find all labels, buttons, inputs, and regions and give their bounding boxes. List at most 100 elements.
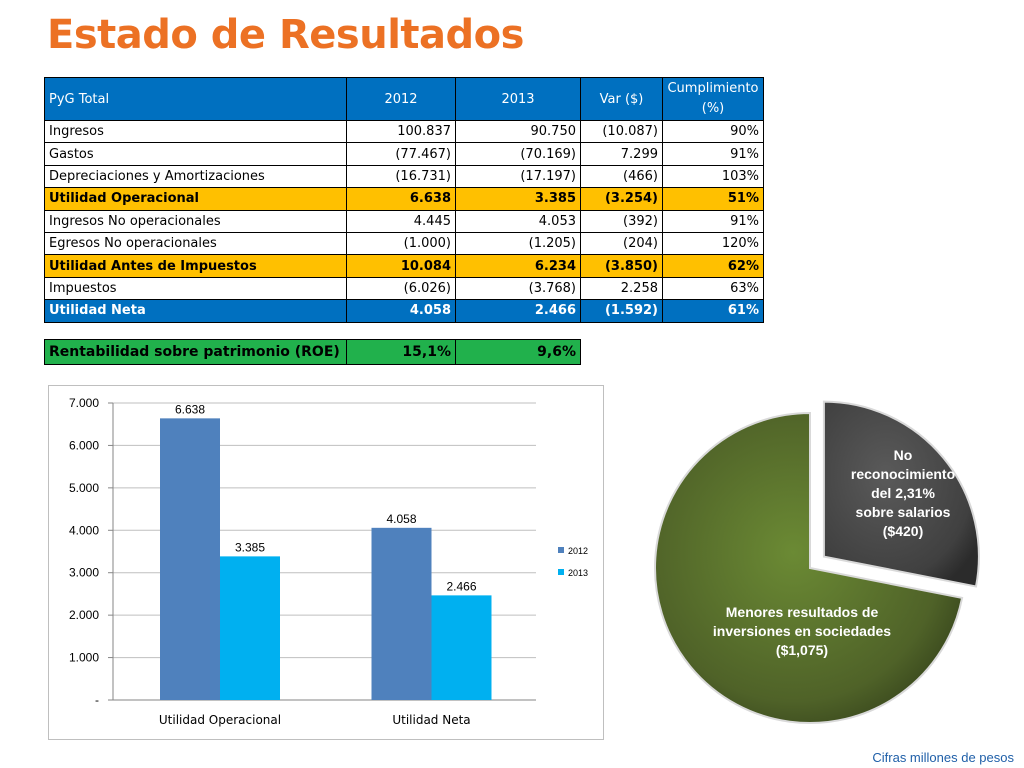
data-label: 2.466 — [446, 579, 476, 593]
y-tick-label: 7.000 — [69, 396, 99, 410]
cell-label: Ingresos No operacionales — [44, 209, 347, 233]
cell-var: (10.087) — [580, 119, 663, 144]
table-row: Ingresos No operacionales 4.445 4.053 (392)… — [44, 209, 764, 233]
pie-label-large: inversiones en sociedades — [713, 623, 891, 639]
table-row: Impuestos (6.026) (3.768) 2.258 63% — [44, 276, 764, 301]
cell-v2012: (6.026) — [346, 276, 456, 301]
data-label: 4.058 — [386, 512, 416, 526]
y-tick-label: - — [95, 693, 99, 707]
cell-label: Utilidad Neta — [44, 299, 347, 323]
bar-chart: - 1.000 2.000 3.000 4.000 5.000 6.000 7.000 6.63… — [48, 385, 604, 740]
table-row: Gastos (77.467) (70.169) 7.299 91% — [44, 142, 764, 166]
cell-v2012: (1.000) — [346, 231, 456, 256]
cell-v2012: (16.731) — [346, 164, 456, 189]
bar-2013-1 — [431, 595, 492, 700]
cell-v2013: (70.169) — [455, 142, 581, 166]
cell-v2012: (77.467) — [346, 142, 456, 166]
cell-v2012: 4.445 — [346, 209, 456, 233]
cell-cump: 91% — [662, 142, 764, 166]
cell-var: 2.258 — [580, 276, 663, 301]
cell-var: (392) — [580, 209, 663, 233]
pie-slice-1 — [654, 411, 964, 724]
roe-label: Rentabilidad sobre patrimonio (ROE) — [44, 339, 347, 365]
cell-cump: 51% — [662, 187, 764, 211]
pie-slice-0 — [822, 400, 980, 588]
cell-cump: 120% — [662, 231, 764, 256]
cell-cump: 91% — [662, 209, 764, 233]
data-label: 6.638 — [175, 402, 205, 416]
cell-cump: 63% — [662, 276, 764, 301]
legend-label: 2013 — [568, 568, 588, 578]
data-label: 3.385 — [235, 540, 265, 554]
cell-v2012: 10.084 — [346, 254, 456, 278]
footer-note: Cifras millones de pesos — [872, 750, 1014, 765]
cell-v2013: 6.234 — [455, 254, 581, 278]
bar-chart-svg: - 1.000 2.000 3.000 4.000 5.000 6.000 7.000 6.63… — [69, 396, 588, 727]
cell-v2013: (17.197) — [455, 164, 581, 189]
header-2012: 2012 — [346, 77, 456, 121]
legend-label: 2012 — [568, 546, 588, 556]
roe-2013: 9,6% — [455, 339, 581, 365]
cell-cump: 61% — [662, 299, 764, 323]
cell-var: (3.254) — [580, 187, 663, 211]
header-var: Var ($) — [580, 77, 663, 121]
cell-v2013: (3.768) — [455, 276, 581, 301]
pie-label-large: ($1,075) — [776, 642, 828, 658]
category-label: Utilidad Operacional — [159, 713, 281, 727]
pie-label-large: Menores resultados de — [726, 604, 879, 620]
y-tick-label: 4.000 — [69, 523, 99, 537]
cell-v2012: 4.058 — [346, 299, 456, 323]
header-cumplimiento: Cumplimiento (%) — [662, 77, 764, 121]
cell-label: Depreciaciones y Amortizaciones — [44, 164, 347, 189]
roe-row: Rentabilidad sobre patrimonio (ROE) 15,1… — [44, 339, 581, 365]
cell-label: Utilidad Antes de Impuestos — [44, 254, 347, 278]
y-tick-label: 1.000 — [69, 651, 99, 665]
cell-v2013: 90.750 — [455, 119, 581, 144]
cell-label: Utilidad Operacional — [44, 187, 347, 211]
cell-v2013: 2.466 — [455, 299, 581, 323]
category-label: Utilidad Neta — [392, 713, 470, 727]
pie-chart: No reconocimiento del 2,31% sobre salarios (… — [650, 390, 1000, 730]
pie-label-small: reconocimiento — [851, 466, 955, 482]
y-tick-label: 2.000 — [69, 608, 99, 622]
pie-label-small: sobre salarios — [856, 504, 951, 520]
income-statement-table: PyG Total 2012 2013 Var ($) Cumplimiento… — [44, 77, 764, 323]
cell-label: Ingresos — [44, 119, 347, 144]
cell-v2012: 100.837 — [346, 119, 456, 144]
bar-2012-1 — [371, 527, 432, 700]
cell-var: (204) — [580, 231, 663, 256]
cell-v2013: 3.385 — [455, 187, 581, 211]
cell-var: (466) — [580, 164, 663, 189]
cell-label: Egresos No operacionales — [44, 231, 347, 256]
y-tick-label: 5.000 — [69, 481, 99, 495]
y-tick-label: 6.000 — [69, 438, 99, 452]
page-title: Estado de Resultados — [47, 12, 524, 58]
pie-label-small: del 2,31% — [871, 485, 935, 501]
cell-cump: 62% — [662, 254, 764, 278]
bar-2013-0 — [220, 556, 280, 700]
cell-label: Impuestos — [44, 276, 347, 301]
table-header-row: PyG Total 2012 2013 Var ($) Cumplimiento… — [44, 77, 764, 121]
table-row: Utilidad Operacional 6.638 3.385 (3.254) 51% — [44, 187, 764, 211]
cell-v2013: (1.205) — [455, 231, 581, 256]
table-row: Utilidad Neta 4.058 2.466 (1.592) 61% — [44, 299, 764, 323]
cell-var: (3.850) — [580, 254, 663, 278]
pie-chart-svg: No reconocimiento del 2,31% sobre salarios (… — [654, 400, 980, 724]
pie-label-small: No — [894, 447, 913, 463]
cell-v2012: 6.638 — [346, 187, 456, 211]
cell-cump: 103% — [662, 164, 764, 189]
cell-label: Gastos — [44, 142, 347, 166]
cell-var: (1.592) — [580, 299, 663, 323]
y-tick-label: 3.000 — [69, 566, 99, 580]
legend-swatch — [558, 569, 564, 575]
legend-swatch — [558, 547, 564, 553]
cell-var: 7.299 — [580, 142, 663, 166]
cell-v2013: 4.053 — [455, 209, 581, 233]
header-pyg-total: PyG Total — [44, 77, 347, 121]
header-2013: 2013 — [455, 77, 581, 121]
table-row: Ingresos 100.837 90.750 (10.087) 90% — [44, 119, 764, 144]
table-row: Utilidad Antes de Impuestos 10.084 6.234 (3… — [44, 254, 764, 278]
table-row: Depreciaciones y Amortizaciones (16.731)(… — [44, 164, 764, 189]
bar-2012-0 — [160, 418, 220, 700]
roe-2012: 15,1% — [346, 339, 456, 365]
